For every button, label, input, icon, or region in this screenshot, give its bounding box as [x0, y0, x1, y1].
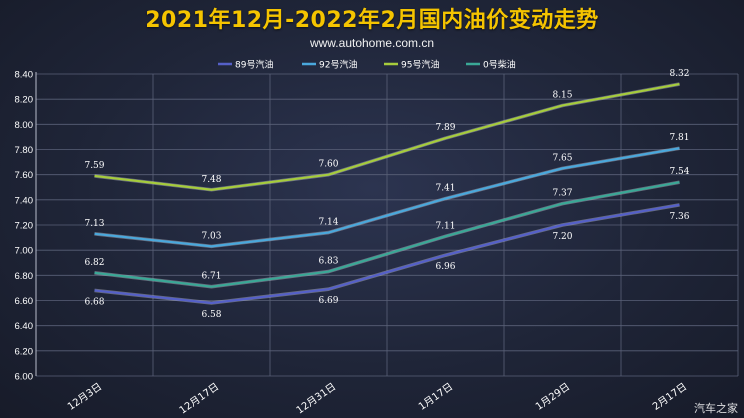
x-tick-label: 12月3日 — [65, 381, 104, 413]
data-label: 7.60 — [318, 160, 338, 170]
data-label: 7.48 — [201, 175, 221, 185]
x-tick-label: 12月17日 — [177, 381, 221, 417]
series-line — [94, 203, 680, 305]
y-tick-label: 6.40 — [15, 321, 34, 332]
data-label: 7.65 — [552, 153, 572, 163]
data-labels: 6.68 6.58 6.69 6.96 7.20 7.36 7.13 7.03 7.14 7.41… — [84, 69, 689, 320]
data-label: 6.71 — [201, 272, 221, 282]
data-label: 7.20 — [552, 232, 572, 242]
chart-title: 2021年12月-2022年2月国内油价变动走势 — [145, 8, 599, 33]
data-label: 6.58 — [201, 310, 221, 320]
data-label: 7.36 — [669, 212, 689, 222]
data-label: 7.41 — [435, 184, 455, 194]
x-tick-label: 2月17日 — [650, 381, 689, 413]
y-tick-label: 6.00 — [15, 372, 34, 383]
axes: 6.00 6.20 6.40 6.60 6.80 7.00 7.20 7.40 7.60 7.80… — [15, 70, 690, 417]
y-tick-label: 6.20 — [15, 346, 34, 357]
y-tick-label: 8.20 — [15, 95, 34, 106]
y-tick-label: 7.20 — [15, 221, 34, 232]
data-label: 6.96 — [435, 262, 455, 272]
y-tick-label: 7.60 — [15, 170, 34, 181]
data-label: 8.15 — [552, 90, 572, 100]
legend-label: 89号汽油 — [235, 59, 273, 71]
x-tick-label: 1月29日 — [533, 381, 572, 413]
legend: 89号汽油 92号汽油 95号汽油 0号柴油 — [218, 59, 516, 71]
y-tick-label: 8.40 — [15, 70, 34, 81]
series-line — [94, 82, 680, 191]
data-label: 7.59 — [84, 161, 104, 171]
y-tick-label: 6.80 — [15, 271, 34, 282]
data-label: 7.13 — [84, 219, 104, 229]
series-lines — [94, 82, 680, 305]
data-label: 6.83 — [318, 257, 338, 267]
y-tick-label: 7.40 — [15, 195, 34, 206]
series-line — [94, 147, 680, 248]
y-tick-label: 8.00 — [15, 120, 34, 131]
grid-lines — [35, 73, 739, 377]
data-label: 7.89 — [435, 123, 455, 133]
x-tick-label: 1月17日 — [416, 381, 455, 413]
data-label: 6.68 — [84, 297, 104, 307]
data-label: 6.82 — [84, 258, 104, 268]
legend-label: 0号柴油 — [483, 59, 516, 71]
data-label: 7.54 — [669, 167, 689, 177]
y-tick-label: 6.60 — [15, 296, 34, 307]
x-tick-label: 12月31日 — [294, 381, 338, 417]
y-tick-label: 7.00 — [15, 246, 34, 257]
y-tick-label: 7.80 — [15, 145, 34, 156]
data-label: 7.14 — [318, 218, 338, 228]
data-label: 6.69 — [318, 296, 338, 306]
data-label: 7.81 — [669, 133, 689, 143]
legend-label: 92号汽油 — [319, 59, 357, 71]
watermark-logo: 汽车之家 — [694, 402, 738, 415]
chart-subtitle: www.autohome.com.cn — [309, 36, 435, 50]
data-label: 7.11 — [435, 221, 455, 231]
data-label: 7.37 — [552, 189, 572, 199]
legend-label: 95号汽油 — [401, 59, 439, 71]
data-label: 7.03 — [201, 231, 221, 241]
data-label: 8.32 — [669, 69, 689, 79]
series-line — [94, 181, 680, 288]
